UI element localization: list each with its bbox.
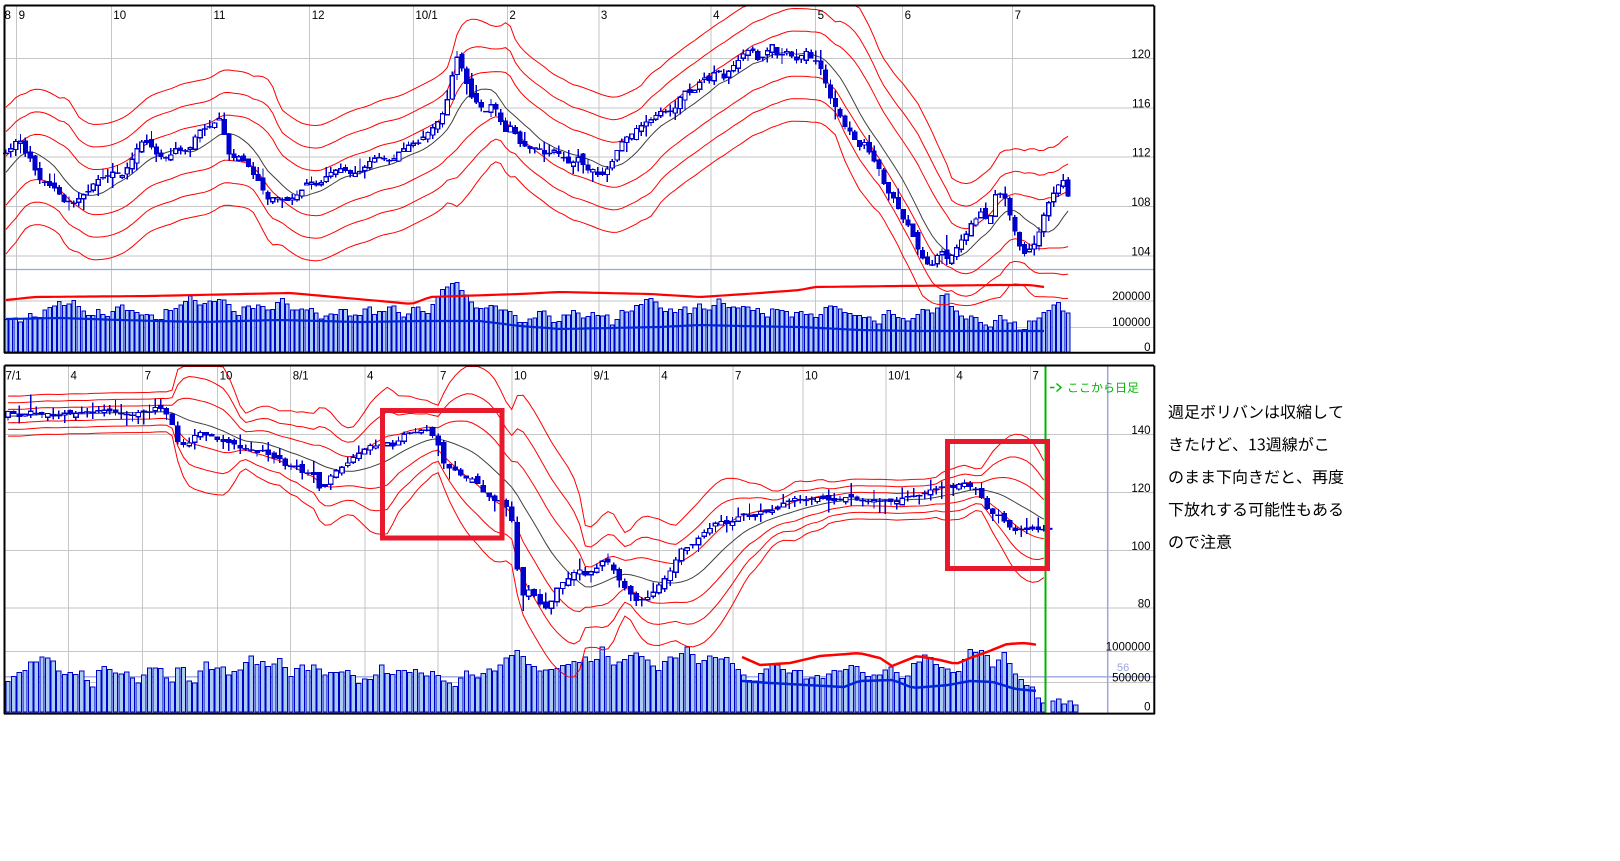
svg-text:56: 56	[1117, 662, 1129, 674]
svg-text:4: 4	[367, 371, 374, 383]
svg-text:120: 120	[1131, 49, 1150, 61]
svg-text:500000: 500000	[1112, 673, 1150, 685]
svg-text:4: 4	[661, 371, 668, 383]
svg-text:4: 4	[71, 371, 78, 383]
svg-text:10/1: 10/1	[415, 10, 437, 22]
svg-text:11: 11	[214, 10, 226, 22]
svg-text:7: 7	[145, 371, 151, 383]
svg-text:4: 4	[713, 10, 720, 22]
svg-text:7: 7	[735, 371, 741, 383]
svg-text:120: 120	[1131, 483, 1150, 495]
svg-text:10/1: 10/1	[888, 371, 910, 383]
svg-text:9/1: 9/1	[594, 371, 610, 383]
svg-text:7: 7	[1015, 10, 1021, 22]
svg-text:9: 9	[19, 10, 25, 22]
svg-text:5: 5	[818, 10, 824, 22]
svg-text:8/1: 8/1	[293, 371, 309, 383]
svg-text:108: 108	[1131, 197, 1150, 209]
svg-text:4: 4	[956, 371, 963, 383]
svg-text:3: 3	[601, 10, 607, 22]
svg-text:200000: 200000	[1112, 291, 1150, 303]
svg-text:7: 7	[440, 371, 446, 383]
svg-text:0: 0	[1144, 342, 1150, 354]
svg-text:10: 10	[113, 10, 126, 22]
svg-text:112: 112	[1132, 148, 1150, 160]
svg-text:10: 10	[220, 371, 233, 383]
svg-text:10: 10	[514, 371, 527, 383]
svg-text:116: 116	[1132, 98, 1150, 110]
svg-text:12: 12	[312, 10, 325, 22]
svg-text:104: 104	[1131, 247, 1151, 259]
svg-text:7/1: 7/1	[6, 371, 22, 383]
svg-text:2: 2	[509, 10, 515, 22]
svg-text:100000: 100000	[1112, 317, 1150, 329]
svg-text:80: 80	[1138, 599, 1151, 611]
svg-text:100: 100	[1131, 541, 1150, 553]
svg-text:8: 8	[5, 10, 11, 22]
svg-text:6: 6	[905, 10, 911, 22]
svg-text:7: 7	[1032, 371, 1038, 383]
svg-text:0: 0	[1144, 702, 1150, 714]
svg-text:10: 10	[805, 371, 818, 383]
svg-text:140: 140	[1131, 425, 1150, 437]
svg-text:1000000: 1000000	[1106, 642, 1151, 654]
